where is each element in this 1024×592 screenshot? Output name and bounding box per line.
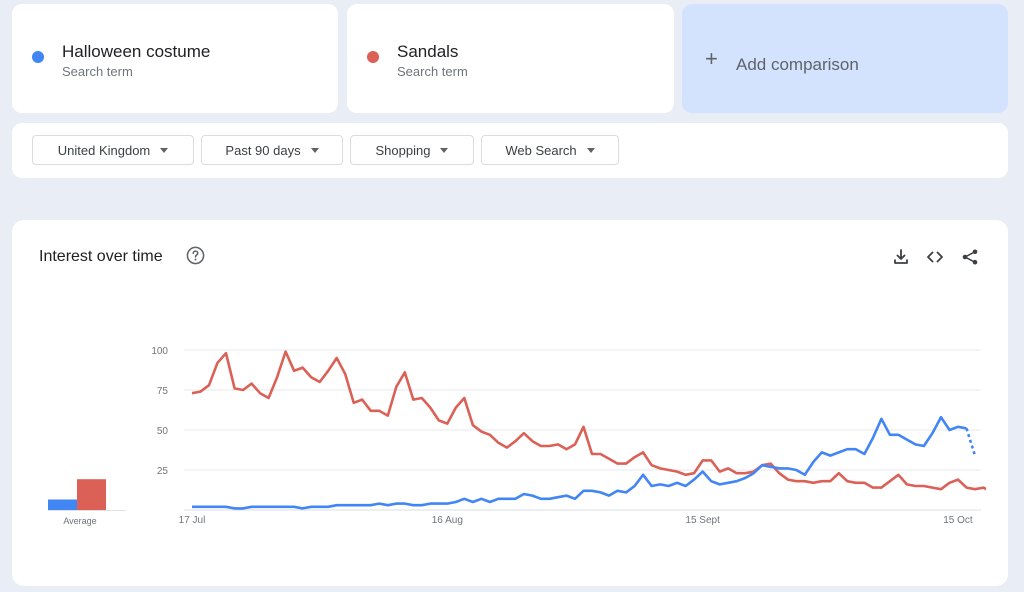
- y-tick-label: 100: [151, 346, 168, 357]
- caret-down-icon: [586, 147, 595, 153]
- share-icon[interactable]: [961, 248, 979, 266]
- category-filter-label: Shopping: [375, 142, 431, 158]
- term-name[interactable]: Sandals: [397, 42, 459, 61]
- term-subtitle: Search term: [62, 64, 133, 79]
- plus-icon: +: [705, 46, 718, 71]
- chart-title: Interest over time: [39, 248, 163, 265]
- average-label: Average: [63, 516, 96, 526]
- average-bar-chart: Average: [48, 479, 126, 526]
- y-tick-label: 50: [157, 426, 169, 437]
- term-card-halloween-costume[interactable]: Halloween costume Search term: [12, 4, 338, 113]
- download-icon[interactable]: [892, 248, 910, 266]
- term-color-dot: [32, 51, 44, 63]
- time-range-filter-dropdown[interactable]: Past 90 days: [201, 135, 343, 165]
- caret-down-icon: [310, 147, 319, 153]
- add-comparison-button[interactable]: + Add comparison: [682, 4, 1008, 113]
- caret-down-icon: [440, 147, 449, 153]
- x-tick-label: 15 Sept: [685, 515, 720, 526]
- term-card-sandals[interactable]: Sandals Search term: [347, 4, 674, 113]
- x-tick-label: 17 Jul: [179, 515, 206, 526]
- average-bar-0: [48, 499, 77, 510]
- term-subtitle: Search term: [397, 64, 468, 79]
- embed-icon[interactable]: [926, 248, 944, 266]
- search-type-filter-label: Web Search: [505, 142, 577, 158]
- filter-bar: United Kingdom Past 90 days Shopping Web…: [12, 123, 1008, 178]
- x-tick-label: 15 Oct: [943, 515, 973, 526]
- series-line-partial: [965, 428, 977, 456]
- help-icon[interactable]: [186, 246, 205, 265]
- average-bar-1: [77, 479, 106, 510]
- time-range-filter-label: Past 90 days: [225, 142, 301, 158]
- series-line: [191, 350, 986, 491]
- series-line: [192, 415, 967, 510]
- term-name[interactable]: Halloween costume: [62, 42, 211, 61]
- region-filter-label: United Kingdom: [57, 142, 151, 158]
- y-tick-label: 75: [157, 386, 169, 397]
- interest-over-time-card: Interest over time Average 100 75 50 25 17 J…: [12, 220, 1008, 586]
- category-filter-dropdown[interactable]: Shopping: [350, 135, 474, 165]
- region-filter-dropdown[interactable]: United Kingdom: [32, 135, 194, 165]
- line-chart: 100 75 50 25 17 Jul 16 Aug 15 Sept 15 Oct: [151, 346, 986, 526]
- term-color-dot: [367, 51, 379, 63]
- caret-down-icon: [160, 147, 169, 153]
- add-comparison-label: Add comparison: [736, 55, 859, 74]
- x-tick-label: 16 Aug: [432, 515, 463, 526]
- y-tick-label: 25: [157, 466, 169, 477]
- search-type-filter-dropdown[interactable]: Web Search: [481, 135, 619, 165]
